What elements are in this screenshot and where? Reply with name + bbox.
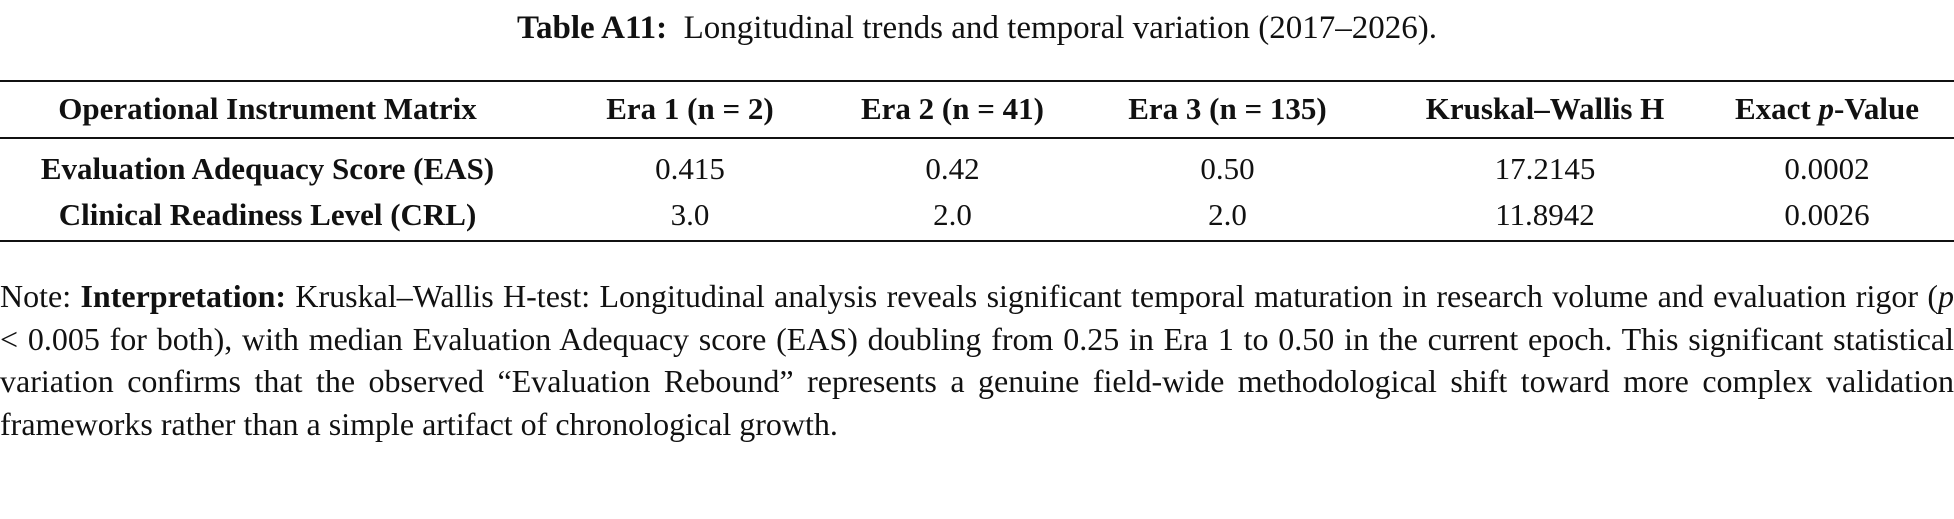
table-cell: Kruskal–Wallis H	[1425, 91, 1665, 126]
note-bold: Interpretation:	[80, 278, 287, 314]
note-text: Kruskal–Wallis H-test: Longitudinal anal…	[286, 278, 1939, 314]
table-cell: Era 1 (n = 2)	[606, 91, 774, 126]
table-cell: 0.415	[655, 151, 725, 186]
table-cell: 0.0002	[1784, 151, 1870, 186]
table-cell: Evaluation Adequacy Score (EAS)	[40, 151, 495, 186]
table-cell: Operational Instrument Matrix	[58, 91, 477, 126]
table-cell: 0.42	[925, 151, 980, 186]
caption-text: Longitudinal trends and temporal variati…	[683, 10, 1437, 46]
table-cell: 17.2145	[1494, 151, 1596, 186]
bottom-rule	[0, 240, 1954, 242]
note-prefix: Note:	[0, 278, 81, 314]
header-text: Exact	[1735, 91, 1819, 126]
table-row: Evaluation Adequacy Score (EAS) 0.415 0.42…	[0, 147, 1954, 191]
caption: Table A11: Longitudinal trends and tempo…	[0, 6, 1954, 50]
table-cell: Era 2 (n = 41)	[861, 91, 1044, 126]
top-rule	[0, 80, 1954, 82]
caption-label: Table A11:	[517, 10, 668, 46]
header-italic: p	[1818, 91, 1835, 126]
table-cell: Clinical Readiness Level (CRL)	[58, 197, 477, 232]
note-text: < 0.005 for both), with median Evaluatio…	[0, 320, 1954, 442]
table-cell: 0.0026	[1784, 197, 1870, 232]
table-cell: 2.0	[1208, 197, 1247, 232]
table-row: Clinical Readiness Level (CRL) 3.0 2.0 2.0 1…	[0, 193, 1954, 237]
table-cell: Exact p-Value	[1700, 87, 1954, 131]
mid-rule	[0, 137, 1954, 139]
table-cell: 3.0	[670, 197, 710, 232]
note: Note: Interpretation: Kruskal–Wallis H-t…	[0, 275, 1954, 445]
note-italic: p	[1938, 278, 1954, 314]
table-cell: 2.0	[933, 197, 972, 232]
table-cell: Era 3 (n = 135)	[1128, 91, 1327, 126]
table-cell: 0.50	[1200, 151, 1255, 186]
table-cell: 11.8942	[1495, 197, 1595, 232]
header-row: Operational Instrument Matrix Era 1 (n = …	[0, 87, 1954, 131]
header-text: -Value	[1834, 91, 1919, 126]
